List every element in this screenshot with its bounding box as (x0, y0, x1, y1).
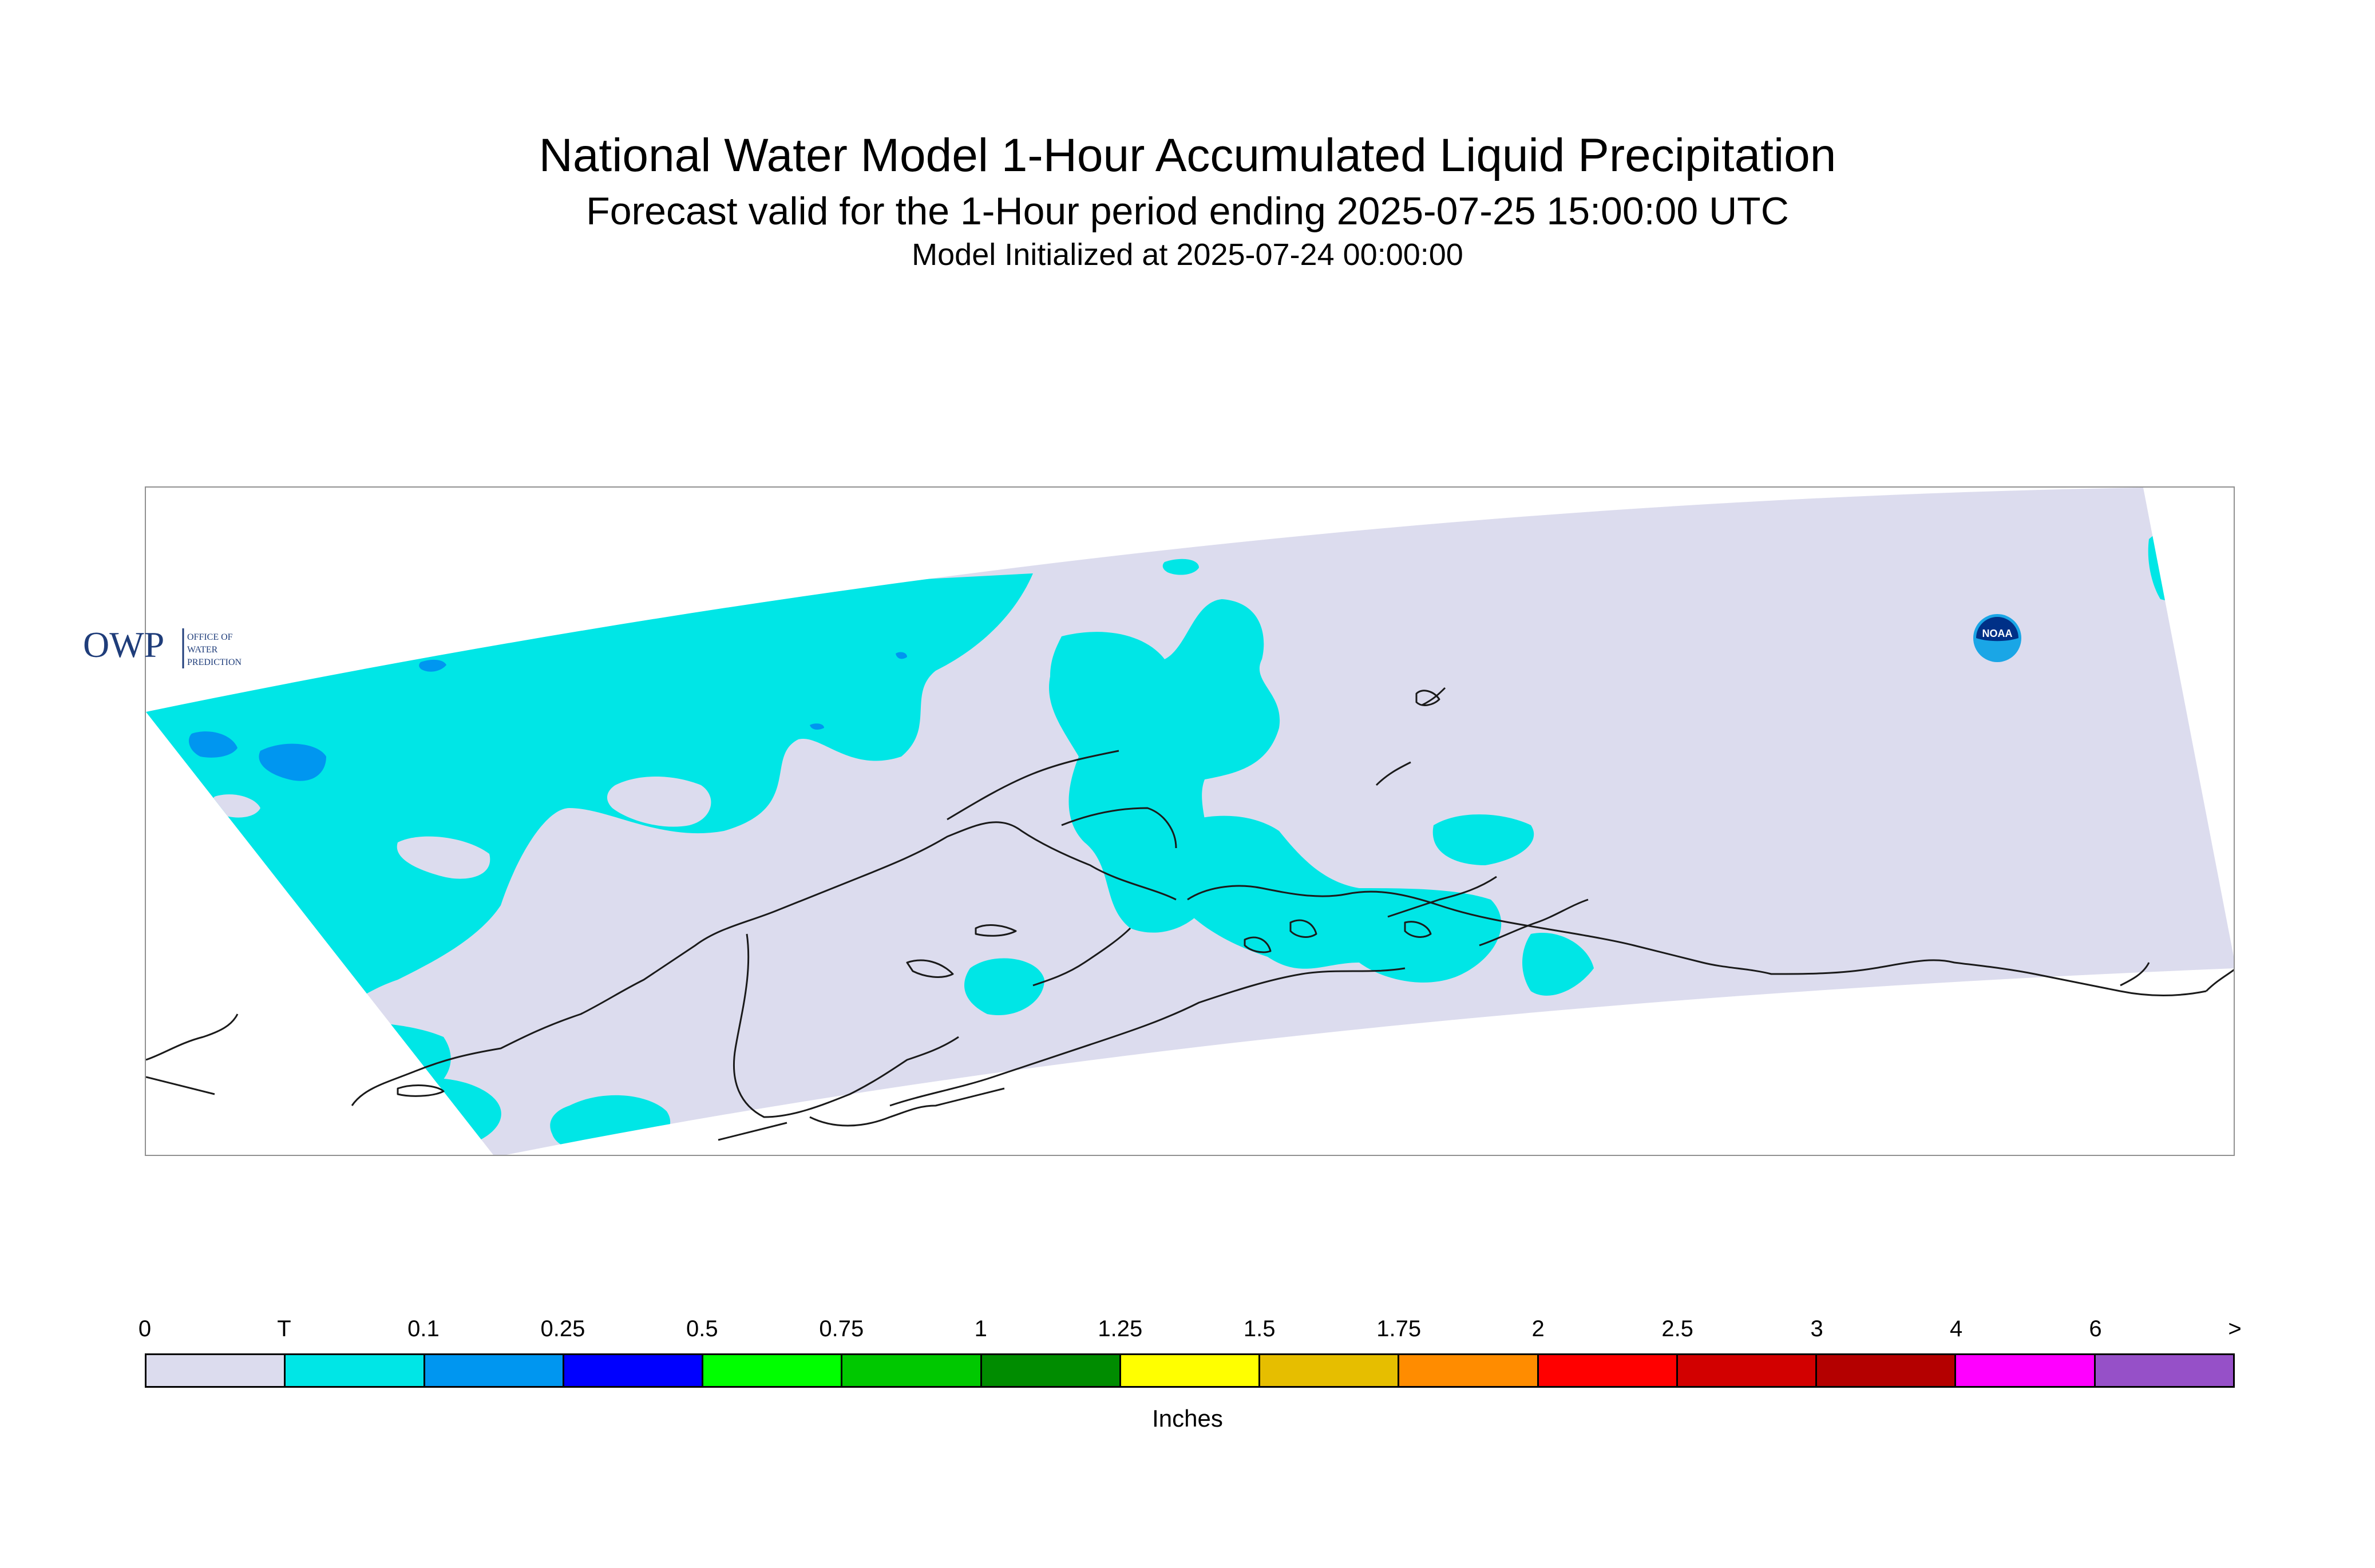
precip-area-trace (1432, 814, 1534, 865)
colorbar-swatch (1817, 1355, 1957, 1386)
coastline-east (2120, 962, 2234, 992)
colorbar-tick-label: 0.1 (407, 1316, 440, 1341)
owp-logo: OWP OFFICE OF WATER PREDICTION (72, 623, 243, 677)
colorbar (145, 1353, 2235, 1388)
coastlines (146, 687, 2234, 1141)
coastline (947, 750, 1119, 821)
coastline (733, 933, 959, 1118)
coastline-left (146, 1013, 239, 1095)
precip-gap (607, 777, 711, 827)
noaa-logo: NOAA (1972, 612, 2023, 667)
precip-area-trace (1460, 937, 1481, 953)
island-west (397, 1084, 445, 1097)
island (1244, 936, 1272, 953)
coastline (1375, 687, 1446, 786)
precip-area-0.1 (189, 731, 238, 758)
colorbar-swatch (2095, 1355, 2233, 1386)
coastline (1032, 927, 1131, 987)
noaa-logo-graphic: NOAA (1973, 614, 2021, 662)
svg-text:NOAA: NOAA (1982, 628, 2013, 639)
colorbar-swatch (1121, 1355, 1261, 1386)
colorbar-swatch (147, 1355, 286, 1386)
colorbar-swatch (1260, 1355, 1400, 1386)
title-block: National Water Model 1-Hour Accumulated … (0, 0, 2375, 286)
colorbar-tick-label: 3 (1810, 1316, 1823, 1341)
island (1404, 921, 1432, 938)
island (906, 959, 954, 978)
coastline (809, 1087, 1005, 1127)
colorbar-swatch (1399, 1355, 1539, 1386)
colorbar-units-label: Inches (1152, 1405, 1223, 1432)
precip-area-trace (1162, 559, 1199, 575)
precipitation-map (145, 486, 2235, 1156)
precip-moderate-areas (189, 652, 907, 781)
island (1415, 690, 1440, 706)
coastline (889, 967, 1406, 1107)
colorbar-swatch (703, 1355, 843, 1386)
colorbar-swatch (564, 1355, 704, 1386)
precip-area-0.1 (259, 743, 326, 781)
colorbar-swatch (842, 1355, 982, 1386)
svg-text:OWP: OWP (83, 624, 164, 665)
colorbar-tick-label: 0.5 (686, 1316, 718, 1341)
colorbar-swatch (1538, 1355, 1678, 1386)
forecast-valid-subtitle: Forecast valid for the 1-Hour period end… (586, 189, 1789, 233)
colorbar-tick-label: T (277, 1316, 291, 1341)
colorbar-tick-label: 6 (2089, 1316, 2102, 1341)
precip-area-trace (964, 958, 1044, 1015)
coastline (1479, 898, 1589, 947)
precip-area-0.1 (810, 723, 824, 730)
colorbar-swatch (286, 1355, 425, 1386)
svg-text:PREDICTION: PREDICTION (187, 658, 242, 667)
colorbar-tick-label: 4 (1949, 1316, 1963, 1341)
colorbar-swatch (425, 1355, 564, 1386)
colorbar-tick-label: 0.25 (540, 1316, 585, 1341)
colorbar-legend: 0 T 0.1 0.25 0.5 0.75 1 1.25 1.5 1.75 2 2.5 3 4 6 > Inc… (0, 1299, 2375, 1448)
colorbar-tick-label: 1.25 (1098, 1316, 1143, 1341)
model-init-text: Model Initialized at 2025-07-24 00:00:00 (912, 237, 1463, 272)
coastline (1187, 885, 2207, 996)
precip-gap (397, 836, 490, 879)
colorbar-tick-label: 0 (138, 1316, 152, 1341)
colorbar-tick-label: > (2228, 1316, 2242, 1341)
colorbar-tick-label: 1 (974, 1316, 987, 1341)
coastline (1387, 876, 1497, 918)
coastline-bottom (718, 1122, 787, 1141)
coastline (351, 821, 1177, 1106)
map-canvas (146, 488, 2234, 1155)
coastline (1061, 807, 1177, 849)
colorbar-tick-label: 1.5 (1243, 1316, 1276, 1341)
precip-area-trace (1522, 933, 1594, 996)
owp-logo-graphic: OWP OFFICE OF WATER PREDICTION (83, 624, 242, 668)
island (1289, 919, 1317, 938)
precip-area-trace (146, 573, 1033, 1043)
island (975, 924, 1017, 937)
colorbar-swatch (1956, 1355, 2096, 1386)
colorbar-tick-label: 0.75 (819, 1316, 864, 1341)
colorbar-tick-label: 1.75 (1376, 1316, 1422, 1341)
precip-area-0.1 (419, 659, 446, 672)
precip-area-trace (1049, 599, 1280, 933)
colorbar-tick-label: 2 (1531, 1316, 1545, 1341)
svg-text:OFFICE OF: OFFICE OF (187, 632, 233, 642)
colorbar-tick-label: 2.5 (1661, 1316, 1693, 1341)
map-title: National Water Model 1-Hour Accumulated … (539, 129, 1836, 181)
svg-text:WATER: WATER (187, 645, 218, 655)
precip-area-0.1 (896, 652, 907, 659)
colorbar-swatch (981, 1355, 1121, 1386)
colorbar-swatch (1677, 1355, 1818, 1386)
